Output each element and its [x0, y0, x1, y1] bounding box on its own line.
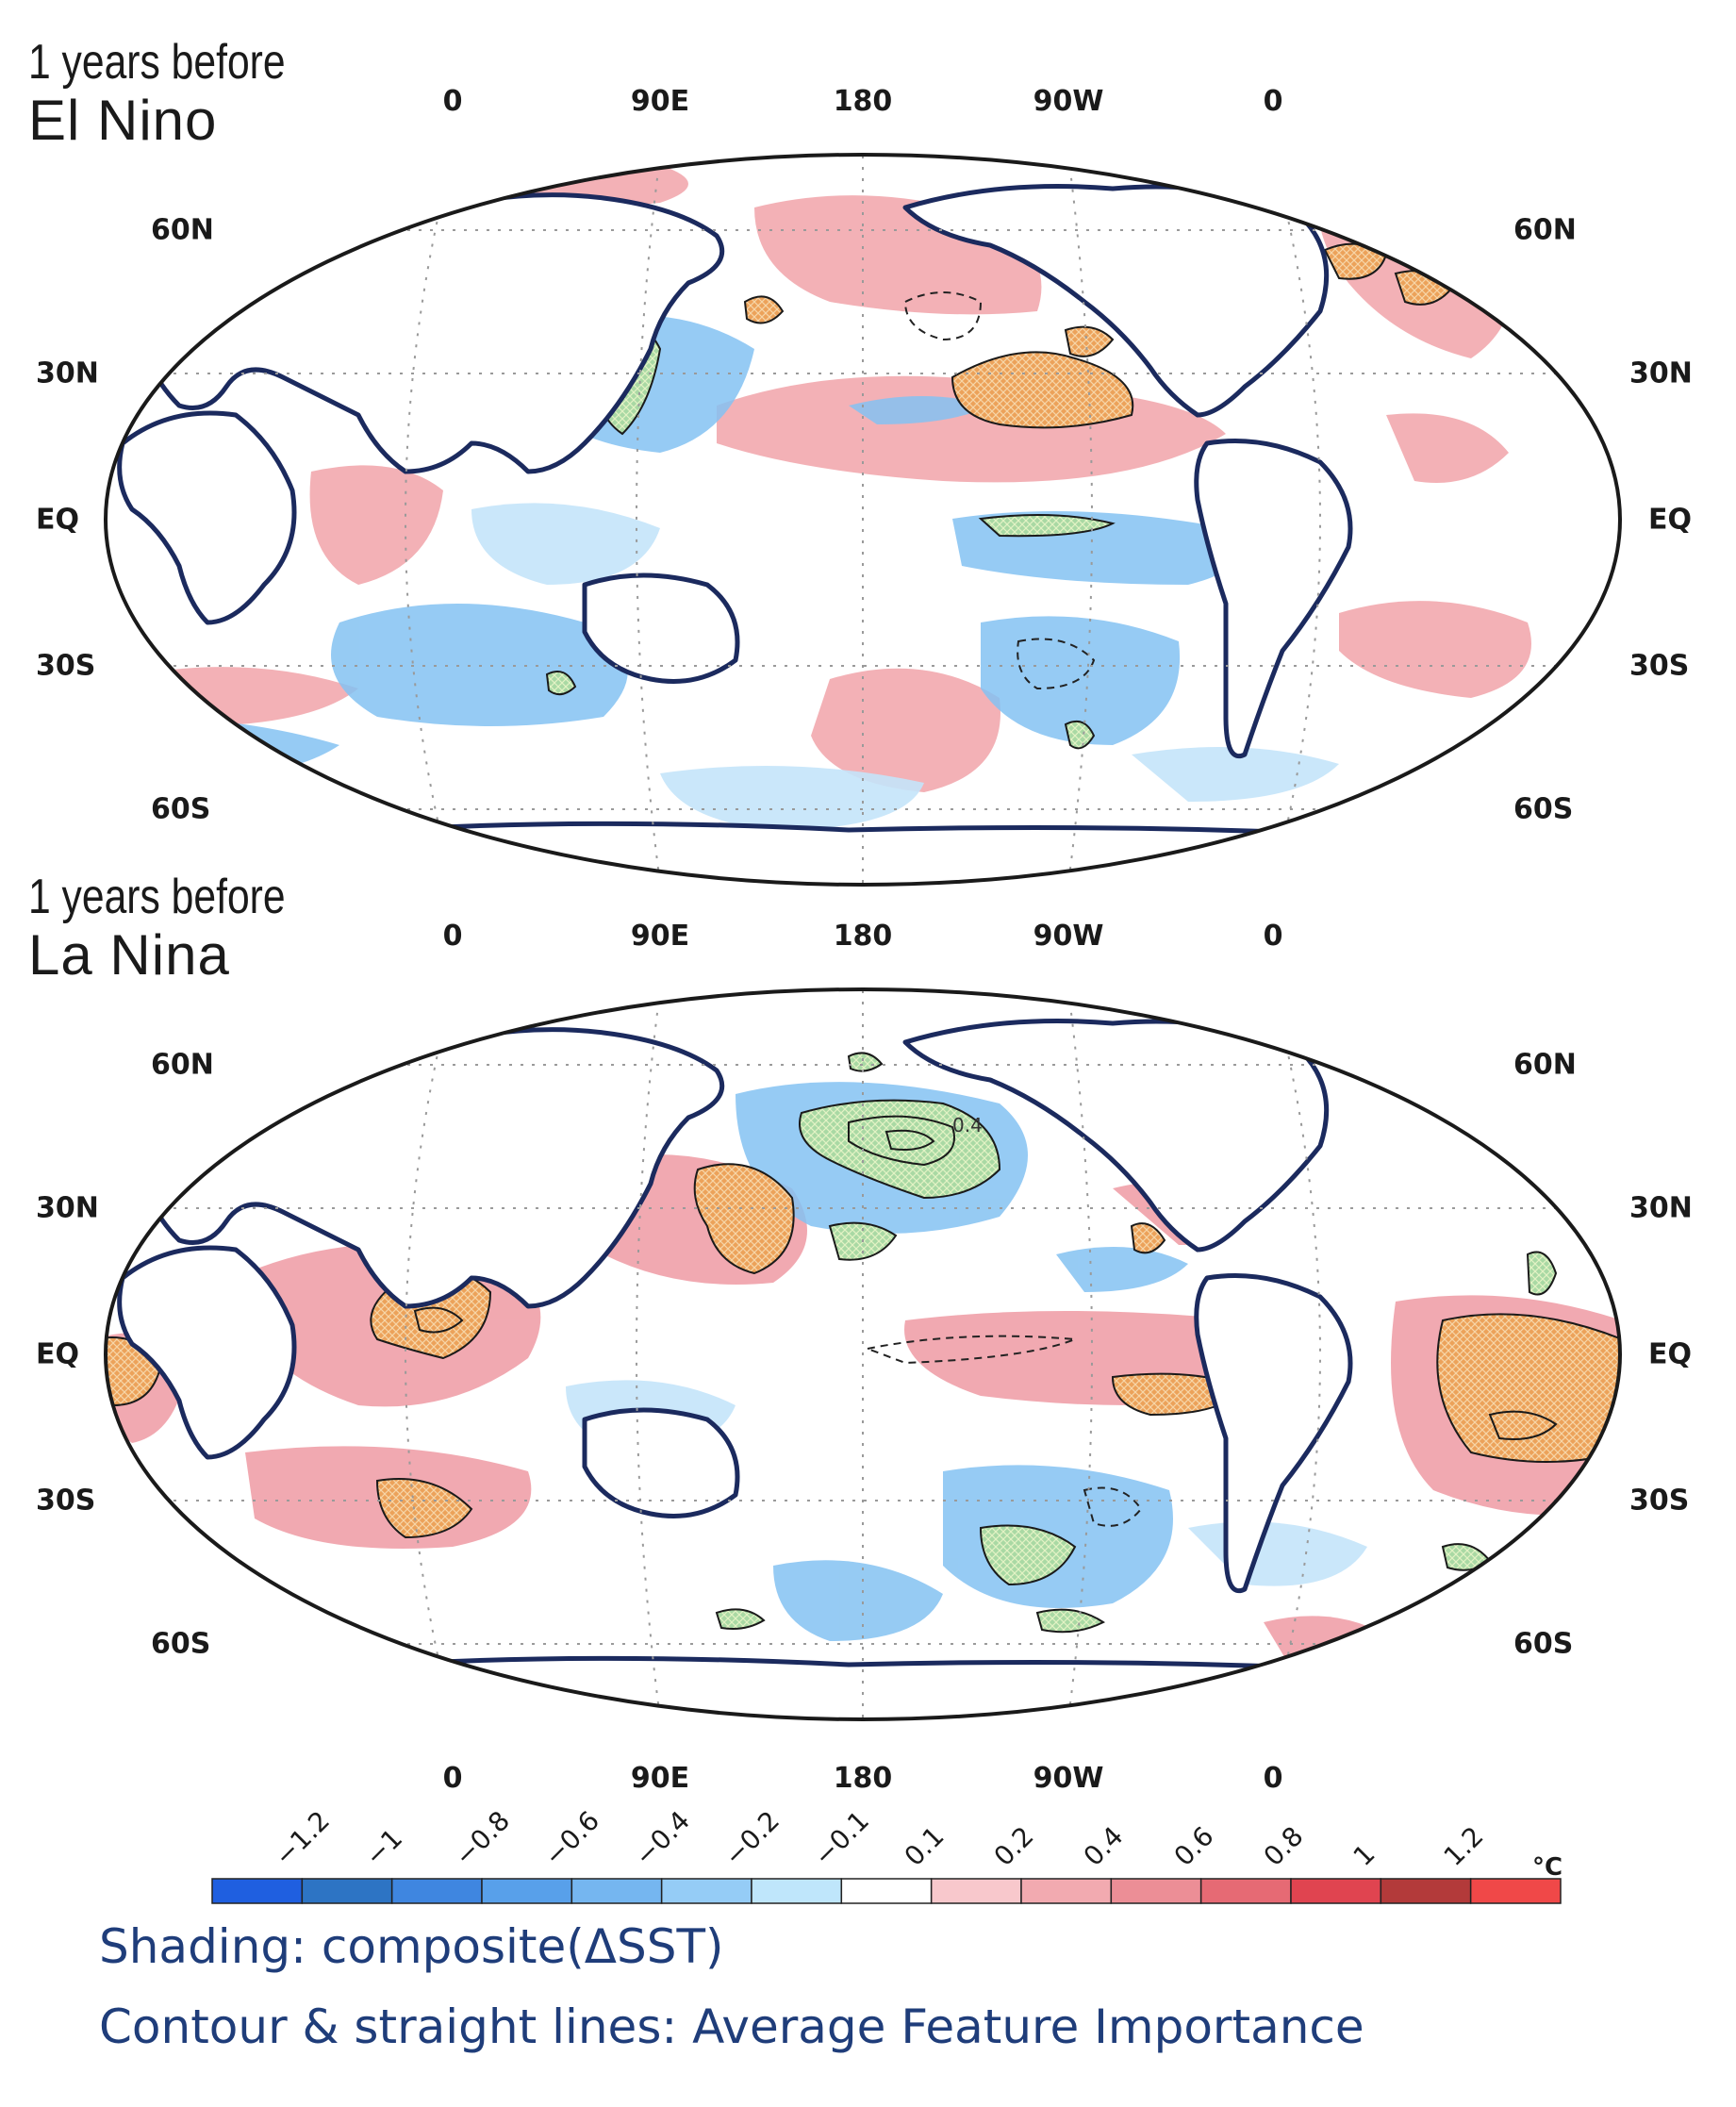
lat-label-eq-left: EQ	[36, 503, 79, 537]
lon-label-0-west: 0	[442, 920, 463, 953]
contour-label: 0.4	[952, 1114, 983, 1136]
north-america-coast	[902, 184, 1330, 418]
panel-title-line1: 1 years before	[28, 35, 286, 90]
lon-label-90w: 90W	[1033, 85, 1104, 118]
lat-label-60n-left: 60N	[151, 213, 214, 247]
lat-label-30s-left: 30S	[36, 649, 96, 683]
colorbar-bin	[840, 1878, 933, 1904]
map-panel-la-nina: 0.4	[106, 989, 1620, 1719]
panel-title-el-nino: 1 years before El Nino	[28, 38, 341, 149]
lat-label-60s-right: 60S	[1513, 1627, 1574, 1661]
lon-label-90e: 90E	[630, 85, 690, 118]
lat-label-30s-left: 30S	[36, 1484, 96, 1518]
lon-label-0-east: 0	[1263, 920, 1283, 953]
australia-coast	[582, 1407, 740, 1518]
colorbar-bin	[301, 1878, 393, 1904]
colorbar-bin	[1469, 1878, 1562, 1904]
colorbar-bin	[751, 1878, 843, 1904]
lon-label-90w: 90W	[1033, 920, 1104, 953]
colorbar-bin	[1199, 1878, 1292, 1904]
importance-contours	[413, 1115, 1558, 1440]
panel-title-la-nina: 1 years before La Nina	[28, 872, 341, 984]
lon-label-180: 180	[833, 85, 893, 118]
lat-label-60n-right: 60N	[1513, 213, 1577, 247]
lat-label-eq-right: EQ	[1648, 1337, 1692, 1371]
colorbar-bin	[930, 1878, 1022, 1904]
lat-label-30s-right: 30S	[1629, 1484, 1690, 1518]
panel-title-line2: El Nino	[28, 89, 218, 152]
south-america-coast	[1194, 439, 1353, 759]
lon-label-0-west: 0	[442, 85, 463, 118]
colorbar-bin	[1020, 1878, 1113, 1904]
lon-label-0-east: 0	[1263, 85, 1283, 118]
map-frame-el-nino	[104, 153, 1622, 887]
lat-label-60s-left: 60S	[151, 1627, 211, 1661]
colorbar-bin	[211, 1878, 304, 1904]
lat-label-30n-right: 30N	[1629, 1191, 1693, 1225]
bottom-lon-label-90w: 90W	[1033, 1762, 1104, 1795]
lat-label-60n-right: 60N	[1513, 1048, 1577, 1082]
colorbar-unit: °C	[1532, 1853, 1563, 1882]
bottom-lon-label-0-east: 0	[1263, 1762, 1283, 1795]
lat-label-30n-left: 30N	[36, 1191, 99, 1225]
panel-title-line1: 1 years before	[28, 870, 286, 924]
lon-label-90e: 90E	[630, 920, 690, 953]
bottom-lon-label-180: 180	[833, 1762, 893, 1795]
map-panel-el-nino	[106, 155, 1620, 885]
colorbar-bin	[1290, 1878, 1382, 1904]
lat-label-30n-left: 30N	[36, 357, 99, 390]
south-america-coast	[1194, 1273, 1353, 1594]
legend-line-contour: Contour & straight lines: Average Featur…	[99, 1999, 1364, 2054]
colorbar-bin	[481, 1878, 573, 1904]
colorbar-bin	[390, 1878, 483, 1904]
importance-hatch-orange	[106, 1163, 1620, 1539]
lat-label-30s-right: 30S	[1629, 649, 1690, 683]
lat-label-60n-left: 60N	[151, 1048, 214, 1082]
lat-label-30n-right: 30N	[1629, 357, 1693, 390]
lat-label-60s-left: 60S	[151, 792, 211, 826]
colorbar-bin	[1380, 1878, 1472, 1904]
cool-light-shading	[471, 503, 1339, 830]
dashed-contours	[864, 1335, 1143, 1527]
north-america-coast	[902, 1019, 1330, 1253]
lon-label-180: 180	[833, 920, 893, 953]
dashed-contours	[903, 291, 1096, 690]
africa-coast	[117, 1245, 297, 1460]
lat-label-eq-left: EQ	[36, 1337, 79, 1371]
lat-label-60s-right: 60S	[1513, 792, 1574, 826]
map-frame-la-nina	[104, 987, 1622, 1721]
bottom-lon-label-90e: 90E	[630, 1762, 690, 1795]
legend-line-shading: Shading: composite(ΔSST)	[99, 1919, 724, 1974]
colorbar-bin	[570, 1878, 663, 1904]
panel-title-line2: La Nina	[28, 923, 230, 987]
colorbar-bin	[1110, 1878, 1202, 1904]
colorbar-bin	[660, 1878, 752, 1904]
africa-coast	[117, 410, 297, 625]
australia-coast	[582, 572, 740, 684]
lat-label-eq-right: EQ	[1648, 503, 1692, 537]
bottom-lon-label-0-west: 0	[442, 1762, 463, 1795]
